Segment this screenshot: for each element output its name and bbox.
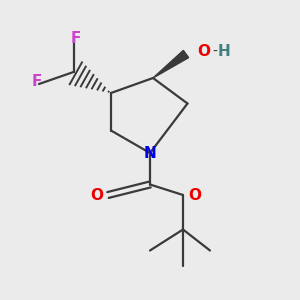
Text: F: F: [32, 74, 42, 89]
Text: F: F: [71, 31, 81, 46]
Text: O: O: [197, 44, 210, 59]
Text: H: H: [218, 44, 231, 59]
Text: -: -: [212, 45, 217, 58]
Text: N: N: [144, 146, 156, 160]
Polygon shape: [153, 50, 189, 78]
Text: O: O: [188, 188, 201, 202]
Text: O: O: [90, 188, 103, 202]
